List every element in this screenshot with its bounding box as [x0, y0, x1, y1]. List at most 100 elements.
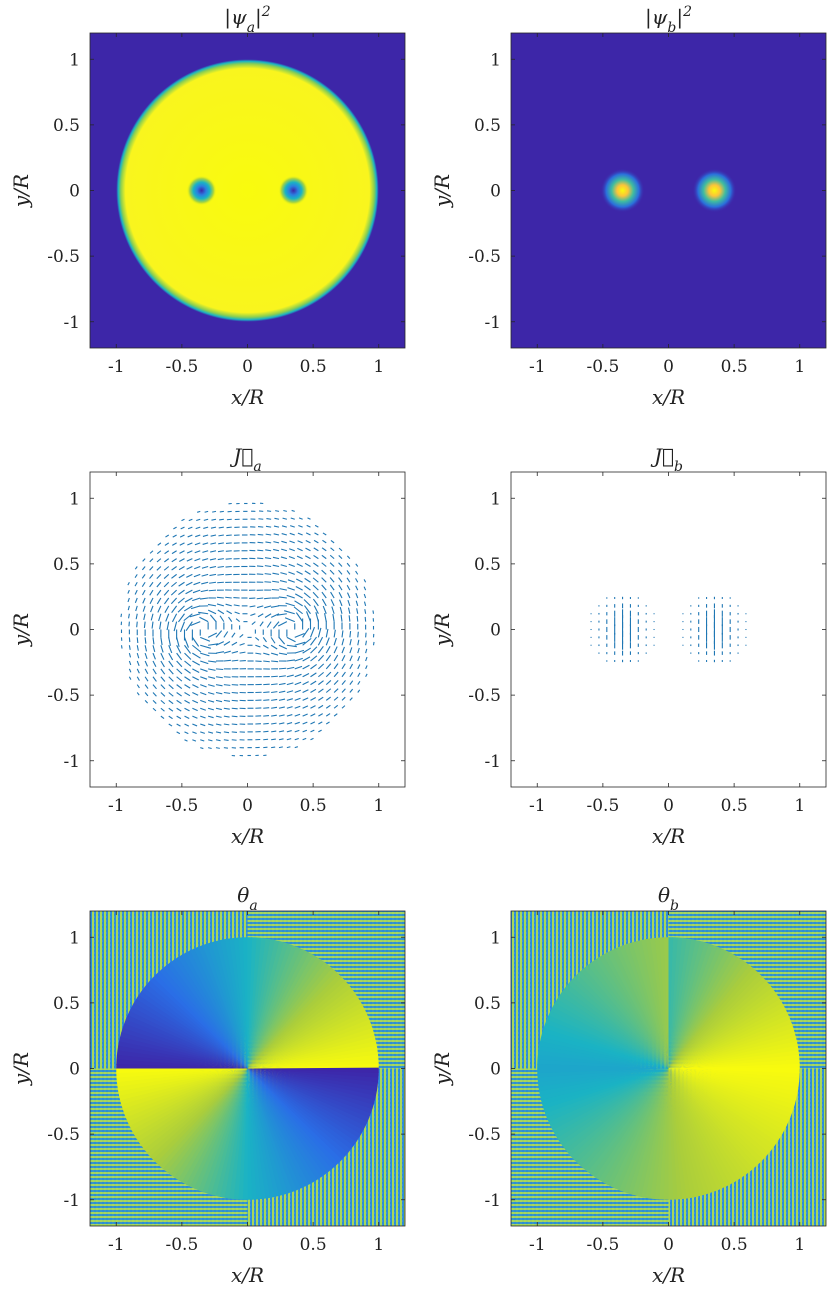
x-tick-label: -1 — [108, 357, 125, 377]
title-subscript: a — [249, 898, 257, 914]
y-axis-label: y/R — [430, 613, 454, 647]
title-subscript: a — [247, 20, 255, 36]
x-tick-label: 0 — [242, 796, 253, 816]
y-tick-label: -0.5 — [468, 1125, 501, 1145]
x-tick-label: 0.5 — [721, 796, 748, 816]
y-tick-label: -1 — [484, 1191, 501, 1211]
x-axis-label: x/R — [652, 1263, 685, 1287]
y-tick-label: 0.5 — [474, 555, 501, 575]
x-tick-label: 0.5 — [300, 1235, 327, 1255]
y-tick-label: 0.5 — [53, 116, 80, 136]
title-main: J⃗ — [650, 444, 674, 468]
phase-disk — [116, 937, 379, 1200]
title-tail: | — [255, 5, 262, 30]
current-arrows — [120, 502, 375, 757]
y-tick-label: -0.5 — [47, 247, 80, 267]
y-tick-label: 0 — [69, 1060, 80, 1080]
x-tick-label: 1 — [373, 357, 384, 377]
x-tick-label: 1 — [794, 1235, 805, 1255]
title-subscript: b — [674, 459, 683, 475]
y-tick-label: 0.5 — [53, 994, 80, 1014]
x-tick-label: -1 — [529, 1235, 546, 1255]
x-tick-label: 0 — [242, 1235, 253, 1255]
y-tick-label: 0.5 — [474, 116, 501, 136]
y-tick-label: 1 — [490, 489, 501, 509]
x-tick-label: -0.5 — [165, 357, 198, 377]
title-tail: | — [676, 5, 683, 30]
x-tick-label: -1 — [108, 796, 125, 816]
panel-title: |ψb|2 — [645, 4, 692, 36]
x-axis-label: x/R — [231, 385, 264, 409]
plot-area — [511, 33, 826, 348]
plot-area — [90, 472, 405, 787]
y-tick-label: -0.5 — [468, 247, 501, 267]
title-subscript: b — [667, 20, 676, 36]
y-tick-label: -1 — [484, 752, 501, 772]
x-tick-label: 0 — [663, 357, 674, 377]
x-axis-label: x/R — [231, 824, 264, 848]
background-density — [511, 33, 826, 348]
y-axis-label: y/R — [9, 174, 33, 208]
y-tick-label: 1 — [490, 50, 501, 70]
panel-title: J⃗b — [650, 444, 683, 475]
y-axis-label: y/R — [9, 1052, 33, 1086]
density-peak-mark — [692, 168, 737, 213]
y-tick-label: -0.5 — [47, 686, 80, 706]
x-tick-label: 1 — [794, 357, 805, 377]
plot-area — [511, 911, 826, 1226]
x-tick-label: 1 — [373, 796, 384, 816]
x-tick-label: -1 — [529, 796, 546, 816]
x-tick-label: 0.5 — [300, 796, 327, 816]
y-tick-label: 1 — [69, 489, 80, 509]
y-tick-label: 0 — [69, 182, 80, 202]
y-tick-label: 0 — [69, 621, 80, 641]
y-tick-label: -0.5 — [468, 686, 501, 706]
y-tick-label: -1 — [63, 752, 80, 772]
y-tick-label: 0.5 — [474, 994, 501, 1014]
title-main: |ψ — [645, 5, 668, 30]
panel-title: θb — [658, 883, 679, 914]
panel-J_a: -1 -0.5 0 0.5 1 -1 -0.5 0 0.5 1 x/R y/R J⃗a — [9, 444, 406, 848]
y-axis-label: y/R — [430, 174, 454, 208]
panel-title: J⃗a — [229, 444, 261, 475]
y-axis-label: y/R — [9, 613, 33, 647]
x-axis-label: x/R — [652, 824, 685, 848]
title-superscript: 2 — [682, 4, 692, 20]
y-axis-label: y/R — [430, 1052, 454, 1086]
title-main: J⃗ — [229, 444, 253, 468]
y-tick-label: 1 — [69, 50, 80, 70]
y-tick-label: 0 — [490, 182, 501, 202]
density-peak-mark — [600, 168, 645, 213]
title-subscript: a — [253, 459, 261, 475]
title-main: |ψ — [224, 5, 247, 30]
x-tick-label: 0.5 — [300, 357, 327, 377]
panel-psi_a: -1 -0.5 0 0.5 1 -1 -0.5 0 0.5 1 x/R y/R |ψa|2 — [9, 4, 406, 409]
y-tick-label: -1 — [484, 313, 501, 333]
panel-theta_b: -1 -0.5 0 0.5 1 -1 -0.5 0 0.5 1 x/R y/R θb — [430, 883, 827, 1287]
title-main: θ — [237, 883, 249, 907]
x-tick-label: 1 — [373, 1235, 384, 1255]
phase-disk — [537, 937, 800, 1200]
plot-area — [90, 911, 405, 1226]
vortex-core-mark — [278, 175, 309, 206]
y-tick-label: -0.5 — [47, 1125, 80, 1145]
panel-theta_a: -1 -0.5 0 0.5 1 -1 -0.5 0 0.5 1 x/R y/R θa — [9, 883, 406, 1287]
y-tick-label: 0 — [490, 1060, 501, 1080]
current-arrows — [590, 596, 747, 663]
x-axis-label: x/R — [231, 1263, 264, 1287]
x-tick-label: 0 — [242, 357, 253, 377]
x-tick-label: 0 — [663, 796, 674, 816]
title-main: θ — [658, 883, 670, 907]
x-tick-label: -1 — [529, 357, 546, 377]
panel-title: θa — [237, 883, 257, 914]
plot-area — [511, 472, 826, 787]
x-tick-label: 1 — [794, 796, 805, 816]
panel-J_b: -1 -0.5 0 0.5 1 -1 -0.5 0 0.5 1 x/R y/R J⃗b — [430, 444, 827, 848]
y-tick-label: -1 — [63, 1191, 80, 1211]
x-tick-label: -0.5 — [165, 1235, 198, 1255]
y-tick-label: 0 — [490, 621, 501, 641]
x-axis-label: x/R — [652, 385, 685, 409]
y-tick-label: 1 — [69, 928, 80, 948]
x-tick-label: 0.5 — [721, 1235, 748, 1255]
